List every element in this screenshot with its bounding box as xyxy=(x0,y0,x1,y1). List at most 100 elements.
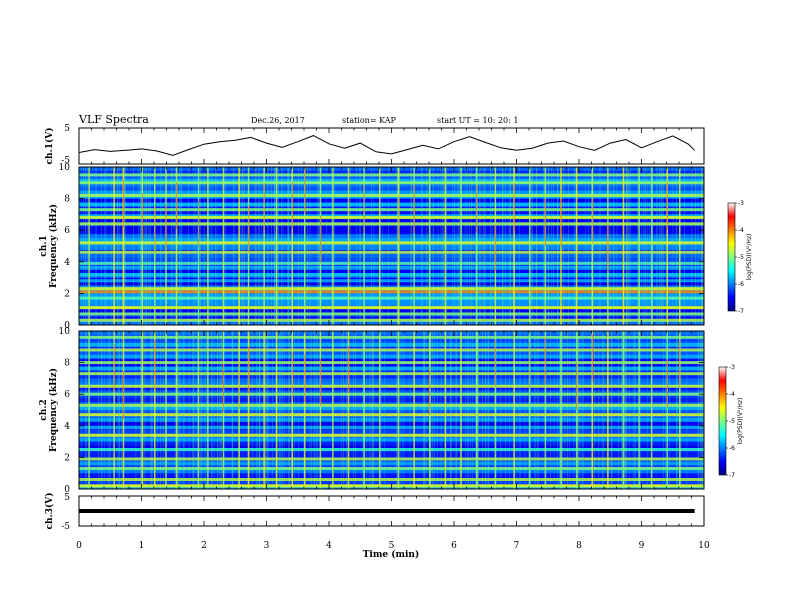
spectrogram-streak xyxy=(273,167,275,325)
spectrogram-burst xyxy=(363,331,365,489)
spectrogram-streak xyxy=(582,331,584,489)
spectrogram-streak xyxy=(254,167,256,325)
ch2-spectrogram-ytick-label: 0 xyxy=(64,485,70,495)
spectrogram-streak xyxy=(482,331,483,489)
x-axis-tick-labels: 0 1 2 3 4 5 6 7 8 9 10 xyxy=(76,541,710,551)
spectrogram-streak xyxy=(140,331,142,489)
spectrogram-burst xyxy=(175,167,178,325)
spectrogram-streak xyxy=(477,331,479,489)
spectrogram-streak xyxy=(145,167,147,325)
spectrogram-streak xyxy=(91,167,93,325)
spectrogram-streak xyxy=(272,331,273,489)
spectrogram-burst-peak xyxy=(398,195,399,243)
ch2-spectrogram-ytick-label: 2 xyxy=(64,453,70,463)
x-tick-label: 8 xyxy=(576,541,582,551)
spectrogram-band xyxy=(79,392,704,396)
ch3-waveform-panel: 5 -5 ch.3(V) xyxy=(44,493,705,532)
spectrogram-band xyxy=(79,279,704,283)
spectrogram-streak xyxy=(577,331,578,489)
spectrogram-streak xyxy=(101,331,103,489)
spectrogram-streak xyxy=(175,167,177,325)
spectrogram-row xyxy=(79,218,704,223)
spectrogram-streak xyxy=(86,167,88,325)
spectrogram-streak xyxy=(499,167,501,325)
spectrogram-row xyxy=(79,238,704,243)
spectrogram-streak xyxy=(701,331,703,489)
spectrogram-streak xyxy=(287,167,288,325)
spectrogram-burst xyxy=(591,167,593,325)
spectrogram-burst-peak xyxy=(320,358,321,406)
spectrogram-burst xyxy=(638,331,640,489)
x-tick-label: 1 xyxy=(139,541,145,551)
spectrogram-burst-peak xyxy=(248,346,249,394)
spectrogram-streak xyxy=(475,331,476,489)
spectrogram-streak xyxy=(593,167,595,325)
spectrogram-streak xyxy=(697,167,699,325)
spectrogram-streak xyxy=(630,167,631,325)
spectrogram-streak xyxy=(143,167,145,325)
spectrogram-streak xyxy=(467,331,469,489)
spectrogram-streak xyxy=(118,331,120,489)
spectrogram-streak xyxy=(664,331,666,489)
spectrogram-burst xyxy=(238,167,240,325)
spectrogram-burst xyxy=(513,167,515,325)
spectrogram-streak xyxy=(552,167,554,325)
spectrogram-streak xyxy=(577,331,579,489)
spectrogram-streak xyxy=(648,167,650,325)
spectrogram-burst-peak xyxy=(495,339,496,387)
spectrogram-streak xyxy=(652,167,653,325)
spectrogram-row xyxy=(79,429,704,435)
spectrogram-burst-peak xyxy=(591,196,593,244)
spectrogram-streak xyxy=(198,167,200,325)
spectrogram-streak xyxy=(372,331,373,489)
ch2-spectrogram-image xyxy=(79,331,704,489)
spectrogram-streak xyxy=(140,331,142,489)
spectrogram-streak xyxy=(475,167,477,325)
spectrogram-streak xyxy=(280,331,281,489)
spectrogram-streak xyxy=(98,331,100,489)
spectrogram-streak xyxy=(504,167,506,325)
spectrogram-band xyxy=(79,173,704,177)
ch1-colorbar-label: log(PSD)(V²/Hz) xyxy=(746,234,753,281)
spectrogram-streak xyxy=(505,167,507,325)
spectrogram-streak xyxy=(542,167,544,325)
spectrogram-streak xyxy=(265,331,267,489)
spectrogram-burst xyxy=(88,167,90,325)
spectrogram-streak xyxy=(551,167,552,325)
spectrogram-streak xyxy=(628,331,630,489)
spectrogram-streak xyxy=(266,331,267,489)
spectrogram-streak xyxy=(583,331,584,489)
spectrogram-streak xyxy=(142,331,144,489)
spectrogram-streak xyxy=(150,331,152,489)
ch1-colorbar-gradient xyxy=(727,202,736,312)
spectrogram-streak xyxy=(574,167,576,325)
spectrogram-burst-peak xyxy=(607,223,609,272)
spectrogram-streak xyxy=(313,331,315,489)
spectrogram-row xyxy=(79,386,704,391)
spectrogram-row xyxy=(79,186,704,192)
spectrogram-band xyxy=(79,335,704,339)
spectrogram-streak xyxy=(450,331,452,489)
spectrogram-burst-peak xyxy=(476,184,478,232)
spectrogram-streak xyxy=(225,167,227,325)
spectrogram-streak xyxy=(430,331,431,489)
ch3-ylabel: ch.3(V) xyxy=(44,493,55,530)
spectrogram-streak xyxy=(538,331,539,489)
spectrogram-streak xyxy=(372,331,374,489)
spectrogram-streak xyxy=(409,331,411,489)
spectrogram-burst xyxy=(397,331,400,489)
spectrogram-burst xyxy=(141,331,143,489)
spectrogram-row xyxy=(79,453,704,458)
spectrogram-streak xyxy=(201,331,202,489)
spectrogram-streak xyxy=(138,167,139,325)
spectrogram-band xyxy=(79,290,704,294)
spectrogram-streak xyxy=(640,331,641,489)
spectrogram-streak xyxy=(141,331,143,489)
spectrogram-burst-peak xyxy=(291,181,293,230)
spectrogram-streak xyxy=(516,331,518,489)
spectrogram-burst xyxy=(607,331,609,489)
spectrogram-burst xyxy=(429,167,431,325)
spectrogram-streak xyxy=(512,167,514,325)
spectrogram-row xyxy=(79,437,704,443)
spectrogram-streak xyxy=(495,331,497,489)
